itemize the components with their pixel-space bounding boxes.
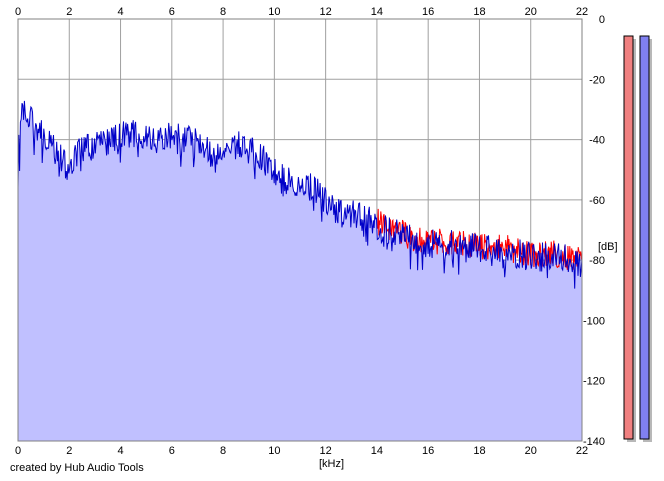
credit-text: created by Hub Audio Tools <box>10 462 144 474</box>
x-tick-label-top: 8 <box>220 6 226 18</box>
y-tick-label: -80 <box>589 255 605 267</box>
x-tick-label: 2 <box>66 445 72 457</box>
series-line-blue <box>17 100 583 289</box>
y-tick-label: 0 <box>599 14 605 26</box>
plot-frame <box>17 18 583 442</box>
x-tick-label-top: 6 <box>169 6 175 18</box>
x-tick-label: 6 <box>169 445 175 457</box>
meter-left <box>623 35 634 440</box>
x-tick-label-top: 14 <box>371 6 383 18</box>
x-tick-label-top: 10 <box>268 6 280 18</box>
spectrum-fill <box>18 100 582 442</box>
meter-right <box>639 35 650 440</box>
spectrum-area <box>17 100 583 442</box>
y-tick-label: -60 <box>589 195 605 207</box>
x-tick-label: 14 <box>371 445 383 457</box>
x-tick-label: 8 <box>220 445 226 457</box>
x-ticks-top: 0 2 4 6 8 10 12 14 16 18 20 22 <box>15 6 588 18</box>
y-ticks: 0 -20 -40 -60 -80 -100 -120 -140 <box>583 14 605 448</box>
y-tick-label: -140 <box>583 436 605 448</box>
x-tick-label: 12 <box>320 445 332 457</box>
y-tick-label: -100 <box>583 315 605 327</box>
x-tick-label: 16 <box>422 445 434 457</box>
x-tick-label-top: 4 <box>117 6 123 18</box>
y-tick-label: -40 <box>589 135 605 147</box>
x-tick-label-top: 12 <box>320 6 332 18</box>
y-tick-label: -20 <box>589 74 605 86</box>
x-tick-label: 20 <box>525 445 537 457</box>
x-tick-label-top: 20 <box>525 6 537 18</box>
x-tick-label-top: 0 <box>15 6 21 18</box>
x-tick-label-top: 2 <box>66 6 72 18</box>
x-axis-label: [kHz] <box>319 458 345 470</box>
x-tick-label: 4 <box>117 445 123 457</box>
y-axis-label: [dB] <box>598 241 618 253</box>
y-tick-label: -120 <box>583 376 605 388</box>
x-tick-label: 18 <box>473 445 485 457</box>
x-tick-label-top: 18 <box>473 6 485 18</box>
x-tick-label: 10 <box>268 445 280 457</box>
x-tick-label: 0 <box>15 445 21 457</box>
x-ticks-bottom: 0 2 4 6 8 10 12 14 16 18 20 22 <box>15 445 588 457</box>
x-tick-label-top: 16 <box>422 6 434 18</box>
x-tick-label: 22 <box>576 445 588 457</box>
level-meters <box>623 35 652 442</box>
x-tick-label-top: 22 <box>576 6 588 18</box>
